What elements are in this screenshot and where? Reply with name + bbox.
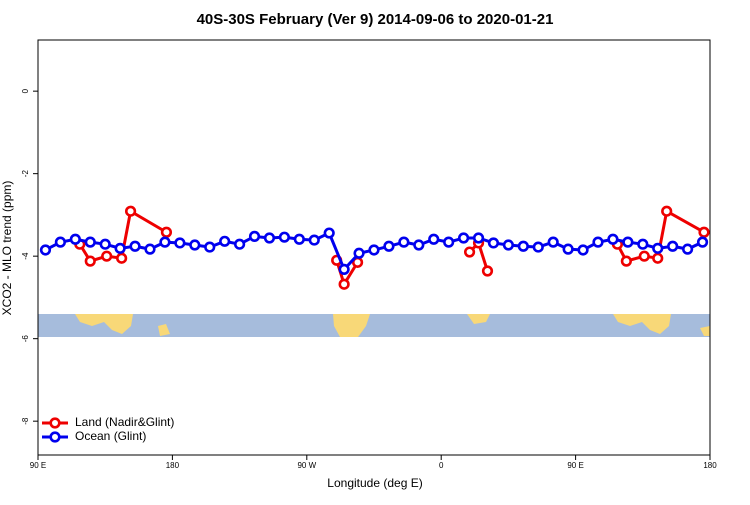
point — [638, 250, 650, 262]
point — [353, 247, 365, 259]
x-tick-label: 90 W — [297, 461, 316, 470]
x-tick-label: 180 — [166, 461, 180, 470]
y-tick-label: -6 — [21, 335, 30, 343]
point — [84, 236, 96, 248]
point — [698, 226, 710, 238]
point — [174, 237, 186, 249]
land-shape — [158, 324, 170, 336]
land-shape — [333, 314, 370, 337]
point — [129, 240, 141, 252]
y-tick-label: -4 — [21, 252, 30, 260]
point — [160, 226, 173, 238]
y-axis-label: XCO2 - MLO trend (ppm) — [0, 181, 14, 316]
y-tick-label: 0 — [21, 88, 30, 93]
x-tick-label: 180 — [703, 461, 717, 470]
point — [234, 238, 246, 250]
point — [652, 242, 664, 254]
point — [607, 233, 619, 245]
point — [189, 239, 201, 251]
legend-marker — [49, 431, 61, 443]
point — [338, 263, 350, 275]
point — [323, 227, 335, 239]
point — [472, 232, 485, 244]
chart-title: 40S-30S February (Ver 9) 2014-09-06 to 2… — [197, 11, 554, 28]
point — [114, 242, 126, 254]
point — [293, 233, 305, 245]
point — [39, 244, 52, 256]
point — [652, 252, 664, 264]
point — [487, 237, 500, 249]
point — [481, 265, 494, 277]
point — [159, 236, 171, 248]
point — [592, 236, 604, 248]
point — [69, 233, 81, 245]
land-shape — [700, 326, 710, 336]
map-strip — [38, 314, 710, 337]
point — [124, 205, 137, 217]
legend-label: Ocean (Glint) — [75, 429, 146, 443]
point — [622, 236, 634, 248]
x-axis-label: Longitude (deg E) — [327, 476, 422, 490]
point — [144, 243, 156, 255]
point — [443, 236, 455, 248]
point — [577, 244, 589, 256]
point — [517, 240, 529, 252]
point — [383, 240, 395, 252]
point — [99, 238, 111, 250]
point — [84, 255, 96, 267]
y-tick-label: -2 — [21, 170, 30, 178]
ocean-band — [38, 314, 710, 337]
x-tick-label: 90 E — [30, 461, 46, 470]
point — [547, 236, 559, 248]
point — [428, 233, 440, 245]
point — [463, 246, 476, 258]
point — [263, 232, 276, 244]
legend-label: Land (Nadir&Glint) — [75, 415, 174, 429]
point — [696, 236, 709, 248]
land-shape — [613, 314, 671, 334]
land-shape — [75, 314, 133, 334]
point — [248, 230, 261, 242]
point — [620, 255, 632, 267]
x-tick-label: 0 — [439, 461, 444, 470]
point — [368, 244, 380, 256]
point — [308, 234, 320, 246]
point — [502, 239, 515, 251]
x-tick-label: 90 E — [567, 461, 583, 470]
point — [54, 236, 67, 248]
point — [681, 243, 694, 255]
point — [278, 231, 291, 243]
point — [219, 235, 231, 247]
point — [637, 238, 649, 250]
legend-marker — [49, 417, 61, 429]
plot-frame — [37, 39, 711, 456]
point — [398, 236, 410, 248]
point — [338, 278, 350, 290]
point — [532, 241, 544, 253]
land-shape — [467, 314, 490, 324]
point — [661, 205, 673, 217]
point — [413, 239, 425, 251]
point — [101, 250, 113, 262]
point — [204, 241, 216, 253]
point — [458, 232, 470, 244]
point — [562, 243, 574, 255]
point — [667, 240, 679, 252]
y-tick-label: -8 — [21, 417, 30, 425]
point — [116, 252, 128, 264]
